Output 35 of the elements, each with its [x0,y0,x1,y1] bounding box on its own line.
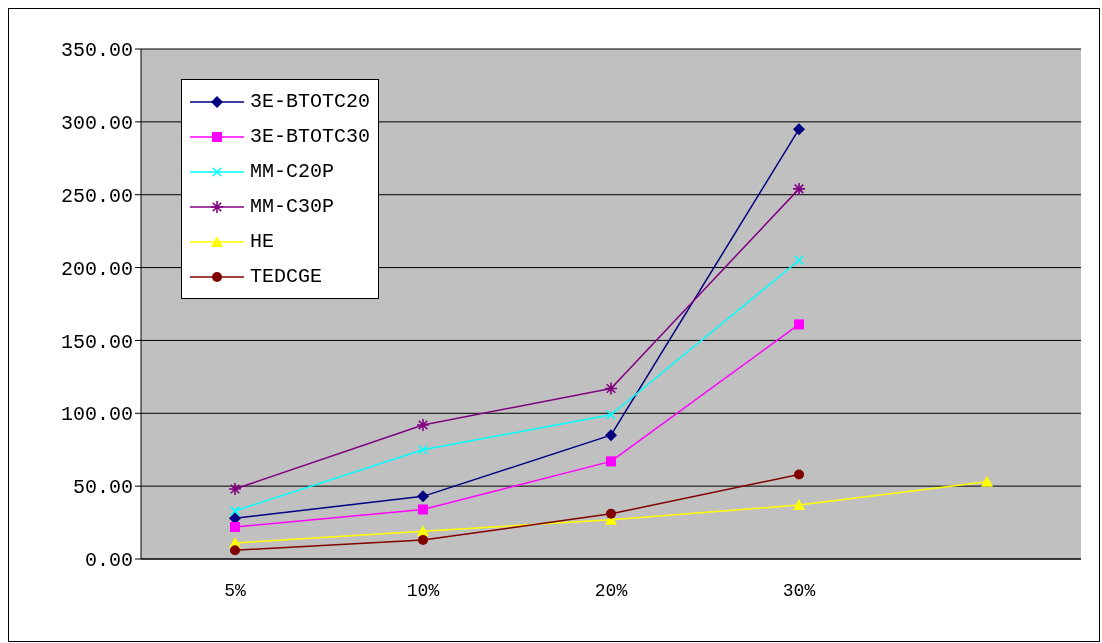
y-tick-label: 350.00 [60,39,133,63]
y-tick-label: 250.00 [60,184,133,208]
y-tick-label: 100.00 [60,403,133,427]
legend-label: MM-C30P [250,195,335,218]
point [794,469,804,480]
legend-label: 3E-BTOTC30 [250,125,371,148]
y-tick-label: 150.00 [60,330,133,354]
legend-label: TEDCGE [250,265,323,288]
point [606,456,616,467]
point [230,521,240,532]
point [417,490,429,503]
legend-label: HE [250,230,275,253]
x-tick-label: 10% [406,580,440,601]
point [605,429,617,442]
y-tick-label: 200.00 [60,257,133,281]
point [418,504,428,515]
x-tick-label: 5% [224,580,246,601]
x-tick-label: 20% [594,580,628,601]
point [417,418,429,431]
point [794,319,804,330]
y-tick-label: 0.00 [84,549,133,573]
point [793,182,805,195]
legend-label: MM-C20P [250,160,335,183]
point [793,123,805,136]
point [418,535,428,546]
y-tick-label: 50.00 [72,476,133,500]
point [981,475,993,487]
point [606,508,616,519]
legend-label: 3E-BTOTC20 [250,90,371,113]
point [793,499,805,511]
x-tick-label: 30% [782,580,816,601]
point [229,483,241,496]
point [230,545,240,556]
point [230,506,240,516]
y-tick-label: 300.00 [60,111,133,135]
